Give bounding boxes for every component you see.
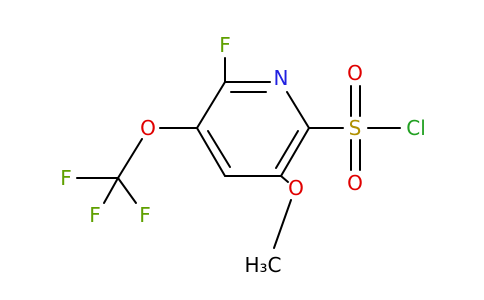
- atom-label: O: [140, 116, 156, 140]
- atom-label: O: [347, 61, 363, 85]
- bond: [196, 81, 226, 129]
- atom-label: O: [288, 176, 304, 200]
- bond: [280, 127, 310, 177]
- bond: [103, 177, 119, 204]
- bond: [117, 138, 143, 179]
- bond: [280, 175, 289, 183]
- atom-label: S: [349, 116, 362, 140]
- atom-label: Cl: [406, 116, 426, 140]
- atom-label: F: [139, 203, 151, 227]
- bond: [196, 127, 226, 177]
- atom-label: F: [219, 33, 231, 57]
- atom-label: N: [274, 66, 289, 90]
- bond: [207, 130, 231, 168]
- atom-label: F: [89, 203, 101, 227]
- bond: [286, 91, 310, 129]
- atom-labels: F N O S O O Cl F F F O H₃C: [60, 33, 426, 277]
- atom-label: H₃C: [244, 253, 281, 277]
- bond: [275, 130, 299, 169]
- bond: [117, 177, 137, 204]
- atom-label: O: [347, 171, 363, 195]
- bonds: [76, 57, 401, 249]
- atom-label: F: [60, 166, 72, 190]
- bond: [273, 199, 292, 249]
